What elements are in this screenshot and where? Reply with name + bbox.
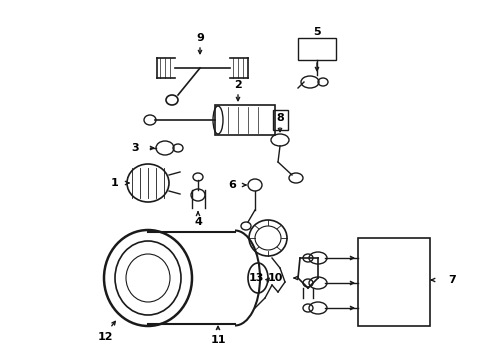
Text: 4: 4 bbox=[194, 217, 202, 227]
Text: 8: 8 bbox=[276, 113, 284, 123]
Text: 6: 6 bbox=[228, 180, 236, 190]
Text: 10: 10 bbox=[268, 273, 283, 283]
Text: 13: 13 bbox=[248, 273, 264, 283]
Text: 5: 5 bbox=[313, 27, 321, 37]
Bar bbox=[298, 38, 336, 60]
Bar bbox=[215, 105, 275, 135]
Text: 7: 7 bbox=[448, 275, 456, 285]
Bar bbox=[358, 238, 430, 326]
Text: 11: 11 bbox=[210, 335, 226, 345]
Text: 1: 1 bbox=[111, 178, 119, 188]
Text: 9: 9 bbox=[196, 33, 204, 43]
Bar bbox=[273, 110, 288, 130]
Text: 2: 2 bbox=[234, 80, 242, 90]
Text: 12: 12 bbox=[97, 332, 113, 342]
Text: 3: 3 bbox=[131, 143, 139, 153]
